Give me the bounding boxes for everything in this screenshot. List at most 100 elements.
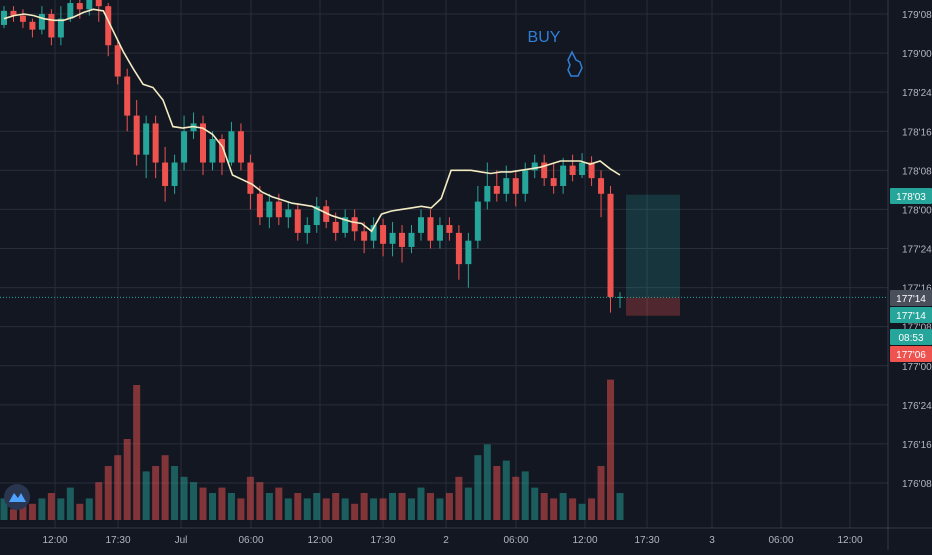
volume-bar bbox=[370, 498, 378, 520]
volume-bar bbox=[152, 466, 160, 520]
y-tick-label: 177'08 bbox=[902, 323, 932, 334]
candle-body bbox=[588, 162, 595, 179]
candle-body bbox=[294, 209, 301, 233]
time-axis[interactable]: 12:00 17:30 Jul 06:00 12:00 17:30 2 06:00 12:00 1… bbox=[42, 535, 862, 546]
moving-average bbox=[3, 8, 621, 233]
volume-bar bbox=[171, 466, 179, 520]
volume-bar bbox=[502, 460, 510, 520]
candle-body bbox=[474, 201, 481, 241]
volume-bar bbox=[521, 471, 529, 520]
y-tick-label: 178'16 bbox=[902, 127, 932, 138]
volume-bar bbox=[76, 503, 84, 520]
tradingview-logo-icon[interactable] bbox=[4, 484, 30, 510]
candle-body bbox=[361, 231, 368, 241]
x-tick-label: 06:00 bbox=[768, 535, 793, 546]
volume-bar bbox=[227, 493, 235, 520]
candle-body bbox=[256, 193, 263, 218]
candle-body bbox=[313, 206, 320, 226]
candle-body bbox=[266, 201, 273, 218]
candle-body bbox=[560, 165, 567, 186]
candle-body bbox=[247, 162, 254, 194]
y-tick-label: 178'24 bbox=[902, 88, 932, 99]
candle-body bbox=[512, 178, 519, 194]
volume-bar bbox=[322, 498, 330, 520]
volume-bar bbox=[597, 466, 605, 520]
candle-body bbox=[465, 240, 472, 265]
candle-body bbox=[503, 178, 510, 194]
x-tick-label: 12:00 bbox=[837, 535, 862, 546]
candle-body bbox=[304, 225, 311, 233]
x-tick-label: 17:30 bbox=[370, 535, 395, 546]
price-labels: 178'03 177'14 177'14 08:53 177'06 bbox=[890, 188, 932, 362]
target-zone bbox=[626, 194, 680, 298]
volume-bar bbox=[351, 503, 359, 520]
candle-body bbox=[607, 193, 614, 297]
long-position-tool[interactable] bbox=[626, 194, 680, 316]
volume-bar bbox=[180, 476, 188, 520]
candle-body bbox=[228, 131, 235, 163]
volume-bar bbox=[464, 487, 472, 520]
candle-body bbox=[408, 232, 415, 247]
x-tick-label: 06:00 bbox=[238, 535, 263, 546]
volume-bar bbox=[540, 493, 548, 520]
volume-bar bbox=[104, 466, 112, 520]
volume-bar bbox=[190, 482, 198, 520]
candle-body bbox=[550, 178, 557, 186]
candle-body bbox=[493, 185, 500, 194]
candle-body bbox=[10, 10, 17, 16]
x-tick-label: Jul bbox=[175, 535, 188, 546]
x-tick-label: 12:00 bbox=[42, 535, 67, 546]
candle-body bbox=[579, 162, 586, 176]
candle-body bbox=[105, 6, 112, 46]
volume-bar bbox=[208, 493, 216, 520]
y-tick-label: 177'16 bbox=[902, 284, 932, 295]
volume-bar bbox=[275, 487, 283, 520]
buy-text[interactable]: BUY bbox=[528, 29, 561, 46]
candle-body bbox=[133, 115, 140, 155]
candle-body bbox=[617, 296, 623, 298]
candle-body bbox=[237, 131, 244, 163]
buy-annotation[interactable]: BUY bbox=[528, 29, 583, 77]
volume-bars bbox=[0, 379, 624, 520]
candle-body bbox=[323, 206, 330, 222]
candle-body bbox=[29, 21, 36, 30]
volume-bar bbox=[47, 493, 55, 520]
candle-body bbox=[57, 18, 64, 38]
candle-body bbox=[218, 139, 225, 163]
volume-bar bbox=[265, 493, 273, 520]
candle-body bbox=[86, 0, 93, 10]
volume-bar bbox=[19, 503, 27, 520]
volume-bar bbox=[455, 476, 463, 520]
candle-body bbox=[446, 225, 453, 233]
price-axis[interactable]: 179'08 179'00 178'24 178'16 178'08 178'00 177'… bbox=[902, 10, 932, 490]
volume-bar bbox=[341, 498, 349, 520]
volume-bar bbox=[294, 493, 302, 520]
volume-bar bbox=[57, 498, 65, 520]
volume-bar bbox=[483, 444, 491, 520]
volume-bar bbox=[237, 498, 245, 520]
price-tag-text: 178'03 bbox=[896, 192, 926, 203]
volume-bar bbox=[588, 498, 596, 520]
hand-pointer-icon bbox=[567, 50, 583, 77]
candle-body bbox=[380, 225, 387, 244]
price-tag bbox=[890, 290, 932, 306]
candle-body bbox=[370, 225, 377, 241]
volume-bar bbox=[474, 455, 482, 520]
volume-bar bbox=[246, 476, 254, 520]
candle-body bbox=[114, 45, 121, 77]
candle-body bbox=[455, 232, 462, 265]
volume-bar bbox=[114, 455, 122, 520]
y-tick-label: 177'24 bbox=[902, 245, 932, 256]
volume-bar bbox=[426, 493, 434, 520]
stop-zone bbox=[626, 297, 680, 316]
volume-bar bbox=[256, 482, 264, 520]
volume-bar bbox=[199, 487, 207, 520]
volume-bar bbox=[332, 493, 340, 520]
y-tick-label: 177'00 bbox=[902, 362, 932, 373]
volume-bar bbox=[436, 498, 444, 520]
volume-bar bbox=[313, 493, 321, 520]
volume-bar bbox=[445, 493, 453, 520]
volume-bar bbox=[9, 509, 17, 520]
